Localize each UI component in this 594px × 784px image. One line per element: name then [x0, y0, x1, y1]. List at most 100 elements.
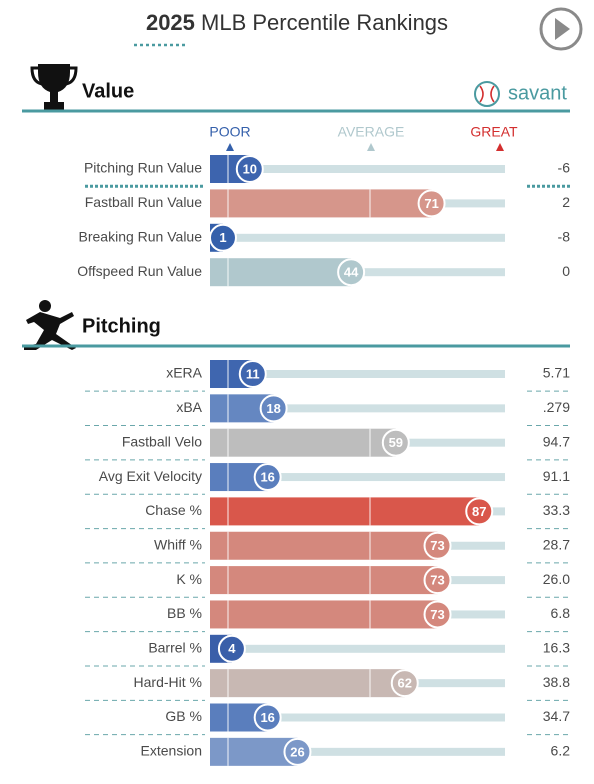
metric-label: Breaking Run Value — [79, 229, 203, 245]
percentile-dot — [208, 223, 237, 252]
metric-label: Extension — [141, 743, 202, 759]
percentile-track — [267, 713, 505, 722]
percentile-dot — [253, 463, 282, 492]
percentile-bar — [210, 531, 438, 560]
percentile-label: 73 — [430, 573, 444, 588]
metric-label: K % — [176, 571, 202, 587]
pitcher-head — [39, 300, 51, 312]
pitcher-body — [24, 312, 76, 350]
percentile-track — [252, 370, 505, 378]
metric-label: Whiff % — [154, 536, 202, 552]
metric-value: 26.0 — [543, 571, 570, 587]
metric-value: 16.3 — [543, 640, 570, 656]
percentile-label: 87 — [472, 504, 486, 519]
percentile-track — [273, 404, 505, 413]
percentile-label: 44 — [344, 265, 359, 280]
trophy-icon — [30, 64, 78, 110]
metric-value: -6 — [558, 160, 571, 176]
metric-value: 94.7 — [543, 433, 570, 449]
metric-value: 6.8 — [551, 605, 571, 621]
percentile-track — [222, 233, 506, 242]
percentile-dot — [381, 428, 410, 457]
percentile-dot — [253, 703, 282, 732]
metric-label: Hard-Hit % — [134, 674, 202, 690]
percentile-track — [297, 747, 505, 756]
percentile-label: 18 — [266, 401, 280, 416]
percentile-dot — [465, 497, 494, 526]
percentile-dot — [423, 531, 452, 560]
percentile-label: 62 — [398, 676, 412, 691]
percentile-dot — [217, 634, 246, 663]
ball-stitches — [479, 85, 495, 103]
ball-icon — [474, 81, 500, 107]
percentile-label: 16 — [260, 710, 274, 725]
metric-label: Fastball Run Value — [85, 194, 202, 210]
scale-great: GREAT — [470, 124, 518, 140]
metric-value: 91.1 — [543, 468, 570, 484]
percentile-label: 59 — [389, 435, 403, 450]
page-title: 2025 MLB Percentile Rankings — [146, 10, 448, 35]
metric-value: 38.8 — [543, 674, 570, 690]
poor-marker — [226, 143, 234, 151]
metric-value: 6.2 — [551, 743, 571, 759]
metric-value: 5.71 — [543, 365, 570, 381]
percentile-track — [437, 610, 505, 619]
percentile-dot — [390, 669, 419, 698]
percentile-bar — [210, 737, 298, 766]
pitcher-icon — [24, 300, 76, 350]
percentile-dot — [259, 394, 288, 423]
metric-label: Chase % — [145, 502, 202, 518]
scale-average: AVERAGE — [338, 124, 405, 140]
percentile-track — [437, 541, 505, 550]
percentile-label: 71 — [424, 196, 438, 211]
average-marker — [367, 143, 375, 151]
metric-value: .279 — [543, 399, 570, 415]
percentile-track — [231, 644, 506, 653]
percentile-label: 26 — [290, 744, 304, 759]
metric-label: Fastball Velo — [122, 433, 202, 449]
play-button[interactable] — [539, 7, 583, 51]
percentile-track — [404, 679, 505, 688]
title-text: MLB Percentile Rankings — [201, 10, 448, 35]
percentile-bar — [210, 258, 352, 287]
percentile-track — [249, 165, 505, 173]
percentile-label: 16 — [260, 469, 274, 484]
great-marker — [496, 143, 504, 151]
metric-label: xBA — [176, 399, 202, 415]
scale-poor: POOR — [209, 124, 250, 140]
metric-value: 0 — [562, 263, 570, 279]
percentile-label: 1 — [219, 230, 226, 245]
percentile-bar — [210, 669, 405, 698]
metric-label: Avg Exit Velocity — [99, 468, 202, 484]
percentile-dot — [417, 189, 446, 218]
percentile-label: 73 — [430, 607, 444, 622]
percentile-track — [437, 576, 505, 585]
percentile-label: 11 — [246, 366, 260, 381]
percentile-dot — [423, 566, 452, 595]
title-year: 2025 — [146, 10, 195, 35]
metric-label: xERA — [166, 365, 202, 381]
percentile-bar — [210, 189, 432, 218]
savant-logo: savant — [474, 81, 567, 107]
metric-label: Barrel % — [148, 640, 202, 656]
metric-value: 34.7 — [543, 708, 570, 724]
metric-value: 33.3 — [543, 502, 570, 518]
percentile-dot — [283, 737, 312, 766]
percentile-dot — [423, 600, 452, 629]
percentile-track — [431, 199, 505, 208]
percentile-dot — [235, 155, 264, 183]
metric-value: 2 — [562, 194, 570, 210]
percentile-bar — [210, 428, 396, 457]
percentile-bar — [210, 566, 438, 595]
percentile-track — [267, 473, 505, 482]
percentile-dot — [337, 258, 366, 287]
section-title: Value — [82, 80, 134, 102]
percentile-label: 73 — [430, 538, 444, 553]
play-icon[interactable] — [555, 18, 570, 40]
percentile-bar — [210, 600, 438, 629]
percentile-bar — [210, 497, 480, 526]
trophy-handles — [30, 66, 78, 86]
metric-label: Pitching Run Value — [84, 160, 202, 176]
